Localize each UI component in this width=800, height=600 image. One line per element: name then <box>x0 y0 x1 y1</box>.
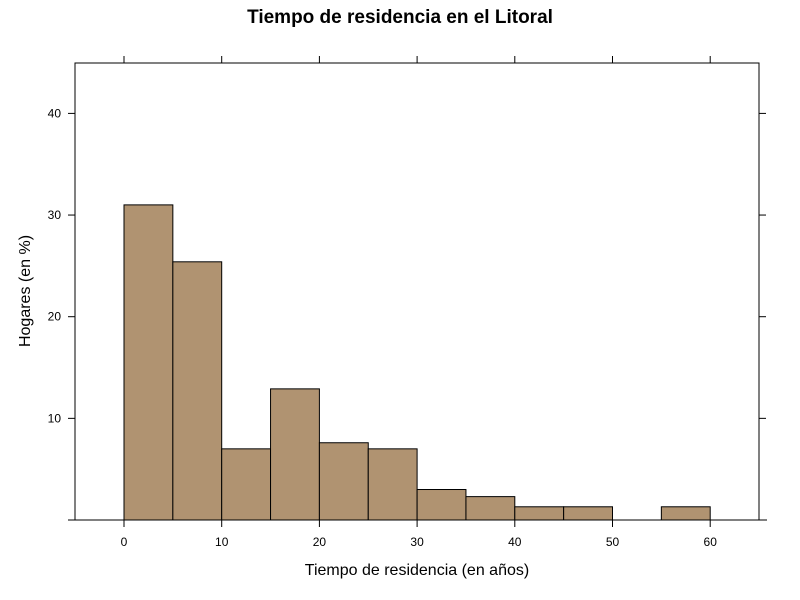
x-axis-label: Tiempo de residencia (en años) <box>305 562 529 579</box>
histogram-bar <box>123 204 174 521</box>
x-tick-label: 30 <box>410 535 424 549</box>
histogram-bar <box>514 506 565 521</box>
x-tick-label: 10 <box>215 535 229 549</box>
histogram-bar <box>318 442 369 521</box>
histogram-bar <box>172 261 223 521</box>
histogram-bar <box>221 448 272 521</box>
x-tick-label: 20 <box>313 535 327 549</box>
histogram-bar <box>563 506 614 521</box>
y-axis-label: Hogares (en %) <box>17 235 34 347</box>
chart-title: Tiempo de residencia en el Litoral <box>247 7 553 28</box>
histogram-bar <box>660 506 711 521</box>
x-tick-label: 40 <box>508 535 522 549</box>
histogram-bar <box>270 388 320 521</box>
histogram-bar <box>416 489 467 521</box>
y-tick-label: 20 <box>48 310 62 324</box>
x-axis: 0 10 20 30 40 50 60 <box>121 56 718 549</box>
x-tick-label: 0 <box>121 535 128 549</box>
y-tick-label: 40 <box>48 106 62 120</box>
x-tick-label: 60 <box>704 535 718 549</box>
histogram-bar <box>367 448 418 521</box>
y-tick-label: 30 <box>48 208 62 222</box>
x-tick-label: 50 <box>606 535 620 549</box>
y-axis: 10 20 30 40 <box>48 106 766 425</box>
histogram-bar <box>465 496 516 521</box>
bars-group <box>123 204 711 521</box>
y-tick-label: 10 <box>48 411 62 425</box>
